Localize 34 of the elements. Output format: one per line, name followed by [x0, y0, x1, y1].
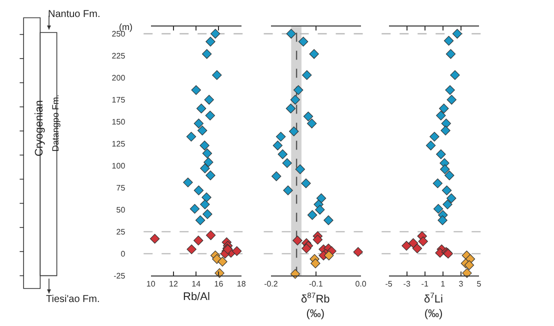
y-tick-label: 0	[120, 250, 126, 259]
y-tick-label: 100	[112, 162, 126, 171]
x-tick-label: 10	[146, 279, 156, 288]
x-tick-label: 16	[214, 279, 224, 288]
text: Tiesi'ao Fm.	[46, 294, 100, 305]
y-tick-label: 200	[112, 74, 126, 83]
y-axis-title: (m)	[119, 22, 132, 32]
y-tick-label: 175	[112, 96, 126, 105]
y-tick-label: 25	[116, 228, 126, 237]
y-tick-label: -25	[114, 272, 126, 281]
x-axis-title: δ$^{87}$Rb (‰)	[301, 291, 330, 320]
text: Cryogenian	[33, 100, 46, 156]
y-tick-label: 50	[116, 206, 126, 215]
text: Datangpo Fm.	[50, 94, 60, 152]
y-tick-label: 150	[112, 118, 126, 127]
x-axis-title: δ$^{7}$Li (‰)	[424, 291, 443, 320]
x-tick-label: -3	[403, 279, 411, 288]
y-tick-label: 75	[116, 184, 126, 193]
x-axis-title: Rb/Al	[183, 291, 210, 303]
x-tick-label: -1	[421, 279, 429, 288]
x-tick-label: -5	[385, 279, 393, 288]
text: Nantuo Fm.	[48, 9, 100, 20]
y-tick-label: 250	[112, 30, 126, 39]
x-tick-label: 0.0	[355, 279, 367, 288]
y-tick-label: 125	[112, 140, 126, 149]
x-tick-label: 1	[440, 279, 446, 288]
x-tick-label: 5	[476, 279, 482, 288]
x-tick-label: -0.2	[264, 279, 278, 288]
x-tick-label: 14	[192, 279, 202, 288]
y-tick-label: 225	[112, 52, 126, 61]
x-tick-label: -0.1	[308, 279, 324, 288]
x-tick-label: 12	[169, 279, 178, 288]
x-tick-label: 3	[458, 279, 464, 288]
x-tick-label: 18	[236, 279, 246, 288]
